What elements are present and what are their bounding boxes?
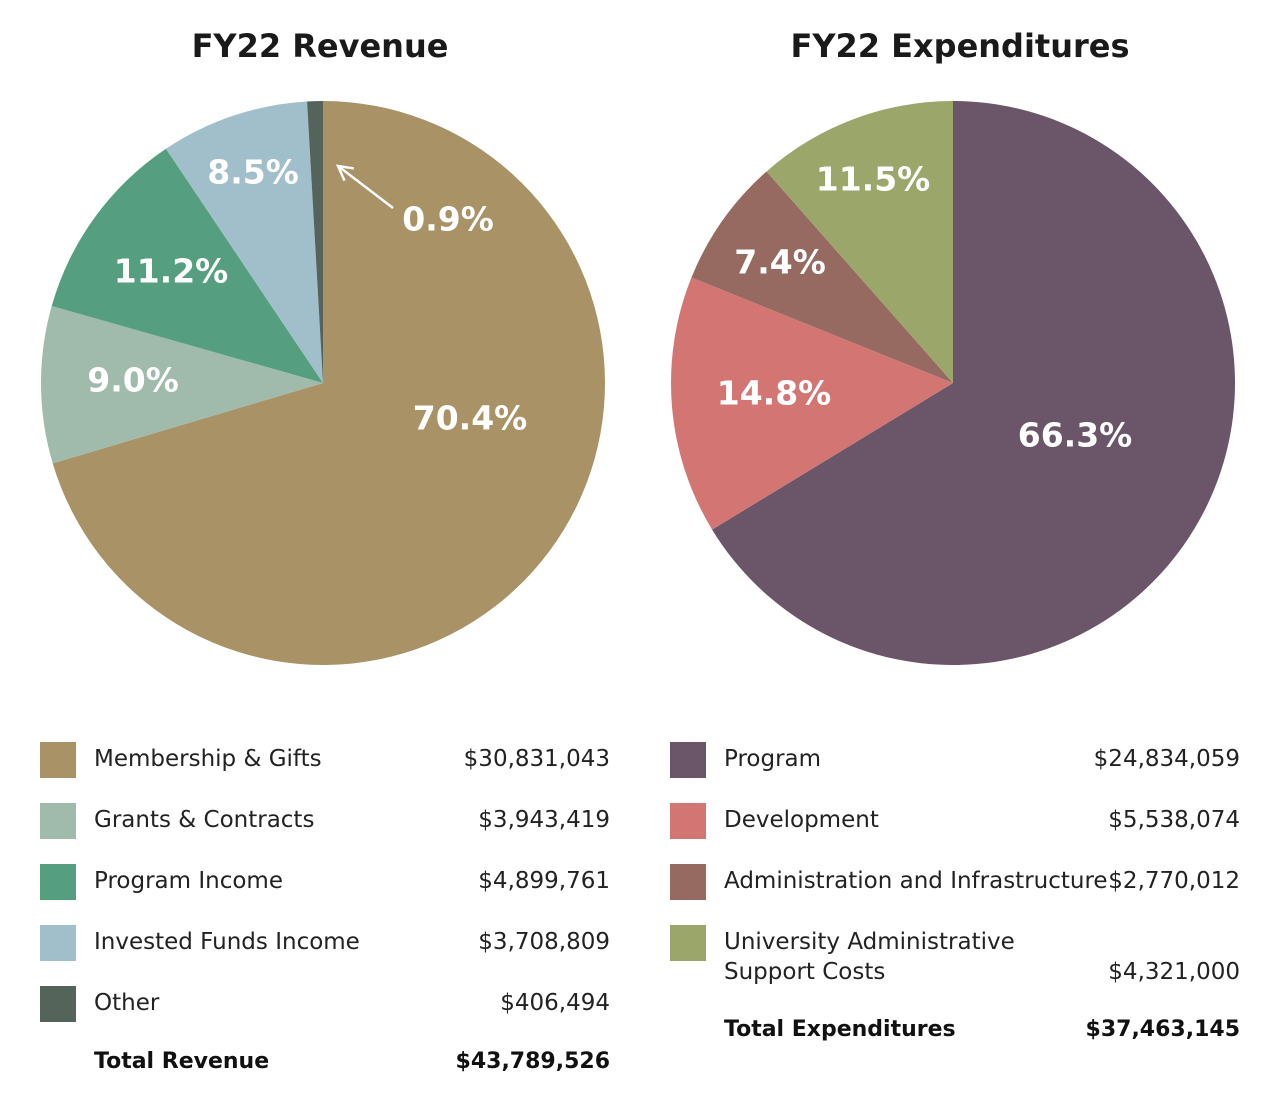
pie-slice-university-administrative-support-costs	[766, 100, 953, 383]
pie-slice-program-income	[51, 148, 324, 383]
legend-label: Program Income	[94, 868, 283, 894]
legend-amount: $4,321,000	[1108, 959, 1240, 985]
expenditures-panel: FY22 Expenditures 66.3% 14.8% 7.4% 11.5% Pr…	[640, 0, 1280, 1106]
legend-amount: $3,708,809	[478, 929, 610, 955]
legend-label: Grants & Contracts	[94, 807, 315, 833]
total-value: $43,789,526	[455, 1049, 610, 1074]
legend-amount: $5,538,074	[1108, 807, 1240, 833]
total-row: Total Expenditures $37,463,145	[670, 1001, 1240, 1051]
legend-swatch	[40, 864, 76, 900]
pie-slice-other	[307, 101, 323, 383]
legend-label: Development	[724, 807, 879, 833]
slice-percent-label-university-administrative-support-costs: 11.5%	[816, 160, 931, 199]
legend-amount: $4,899,761	[478, 868, 610, 894]
pie-slice-development	[671, 277, 953, 530]
revenue-pie-chart: 70.4% 9.0% 11.2% 8.5% 0.9%	[40, 101, 605, 665]
legend-item-administration-and-infrastructure: Administration and Infrastructure $2,770,…	[670, 850, 1240, 911]
slice-percent-label-program-income: 11.2%	[114, 252, 229, 291]
total-value: $37,463,145	[1085, 1017, 1240, 1042]
legend-item-other: Other $406,494	[40, 972, 610, 1033]
slice-percent-label-development: 14.8%	[717, 374, 832, 413]
legend-amount: $3,943,419	[478, 807, 610, 833]
expenditures-chart-title: FY22 Expenditures	[790, 27, 1130, 65]
pie-slice-program	[712, 101, 1235, 665]
total-label: Total Revenue	[94, 1049, 270, 1074]
legend-swatch	[40, 986, 76, 1022]
legend-swatch	[670, 925, 706, 961]
legend-swatch	[40, 925, 76, 961]
revenue-panel: FY22 Revenue 70.4% 9.0% 11.2% 8.5% 0.9% Memb…	[40, 27, 610, 1083]
legend-item-membership-gifts: Membership & Gifts $30,831,043	[40, 728, 610, 789]
legend-label: Other	[94, 990, 160, 1016]
slice-percent-label-administration-and-infrastructure: 7.4%	[734, 243, 826, 282]
legend-amount: $24,834,059	[1093, 746, 1240, 772]
legend-item-invested-funds-income: Invested Funds Income $3,708,809	[40, 911, 610, 972]
legend-swatch	[670, 742, 706, 778]
legend-swatch	[670, 864, 706, 900]
legend-label: Invested Funds Income	[94, 929, 360, 955]
legend-item-program-income: Program Income $4,899,761	[40, 850, 610, 911]
slice-percent-label-membership-gifts: 70.4%	[413, 399, 528, 438]
legend-swatch	[670, 803, 706, 839]
expenditures-pie-chart: 66.3% 14.8% 7.4% 11.5%	[671, 100, 1235, 665]
slice-percent-label-other: 0.9%	[402, 200, 494, 239]
legend-amount: $2,770,012	[1108, 868, 1240, 894]
pie-slice-invested-funds-income	[165, 101, 323, 384]
pie-slice-grants-contracts	[40, 306, 323, 464]
legend-amount: $30,831,043	[463, 746, 610, 772]
revenue-legend: Membership & Gifts $30,831,043 Grants & Co…	[40, 728, 610, 1083]
revenue-chart-title: FY22 Revenue	[191, 27, 449, 65]
legend-item-university-administrative-support-costs: University Administrative Support Costs $…	[670, 911, 1240, 1001]
pie-slice-membership-gifts	[52, 101, 605, 665]
total-row: Total Revenue $43,789,526	[40, 1033, 610, 1083]
legend-item-program: Program $24,834,059	[670, 728, 1240, 789]
total-label: Total Expenditures	[724, 1017, 956, 1042]
legend-label: Administration and Infrastructure	[724, 868, 1108, 894]
legend-item-development: Development $5,538,074	[670, 789, 1240, 850]
legend-label: University Administrative Support Costs	[724, 929, 1015, 985]
legend-swatch	[40, 742, 76, 778]
callout-arrow-icon	[335, 164, 394, 209]
slice-percent-label-program: 66.3%	[1018, 416, 1133, 455]
slice-percent-label-invested-funds-income: 8.5%	[207, 153, 299, 192]
legend-swatch	[40, 803, 76, 839]
legend-item-grants-contracts: Grants & Contracts $3,943,419	[40, 789, 610, 850]
pie-slice-administration-and-infrastructure	[691, 171, 953, 383]
expenditures-legend: Program $24,834,059 Development $5,538,074 A…	[670, 728, 1240, 1051]
legend-amount: $406,494	[500, 990, 610, 1016]
legend-label: Program	[724, 746, 822, 772]
legend-label: Membership & Gifts	[94, 746, 322, 772]
slice-percent-label-grants-contracts: 9.0%	[87, 361, 179, 400]
